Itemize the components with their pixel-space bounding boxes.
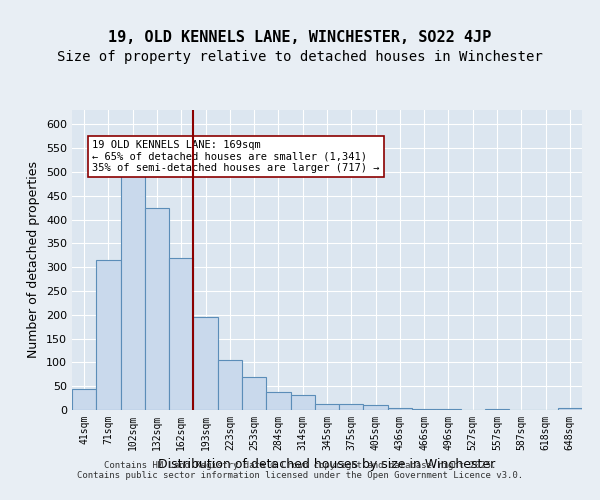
Bar: [266, 392, 290, 410]
Y-axis label: Number of detached properties: Number of detached properties: [28, 162, 40, 358]
Bar: [169, 258, 193, 410]
Bar: [364, 405, 388, 410]
Bar: [315, 404, 339, 410]
Bar: [412, 408, 436, 410]
Bar: [121, 174, 145, 410]
Text: 19, OLD KENNELS LANE, WINCHESTER, SO22 4JP: 19, OLD KENNELS LANE, WINCHESTER, SO22 4…: [109, 30, 491, 45]
X-axis label: Distribution of detached houses by size in Winchester: Distribution of detached houses by size …: [158, 458, 496, 471]
Bar: [145, 208, 169, 410]
Bar: [72, 388, 96, 410]
Bar: [388, 408, 412, 410]
Bar: [193, 317, 218, 410]
Text: Size of property relative to detached houses in Winchester: Size of property relative to detached ho…: [57, 50, 543, 64]
Bar: [96, 260, 121, 410]
Bar: [485, 408, 509, 410]
Bar: [242, 376, 266, 410]
Bar: [339, 404, 364, 410]
Bar: [218, 360, 242, 410]
Bar: [290, 395, 315, 410]
Text: 19 OLD KENNELS LANE: 169sqm
← 65% of detached houses are smaller (1,341)
35% of : 19 OLD KENNELS LANE: 169sqm ← 65% of det…: [92, 140, 380, 173]
Bar: [558, 408, 582, 410]
Bar: [436, 408, 461, 410]
Text: Contains HM Land Registry data © Crown copyright and database right 2025.
Contai: Contains HM Land Registry data © Crown c…: [77, 460, 523, 480]
